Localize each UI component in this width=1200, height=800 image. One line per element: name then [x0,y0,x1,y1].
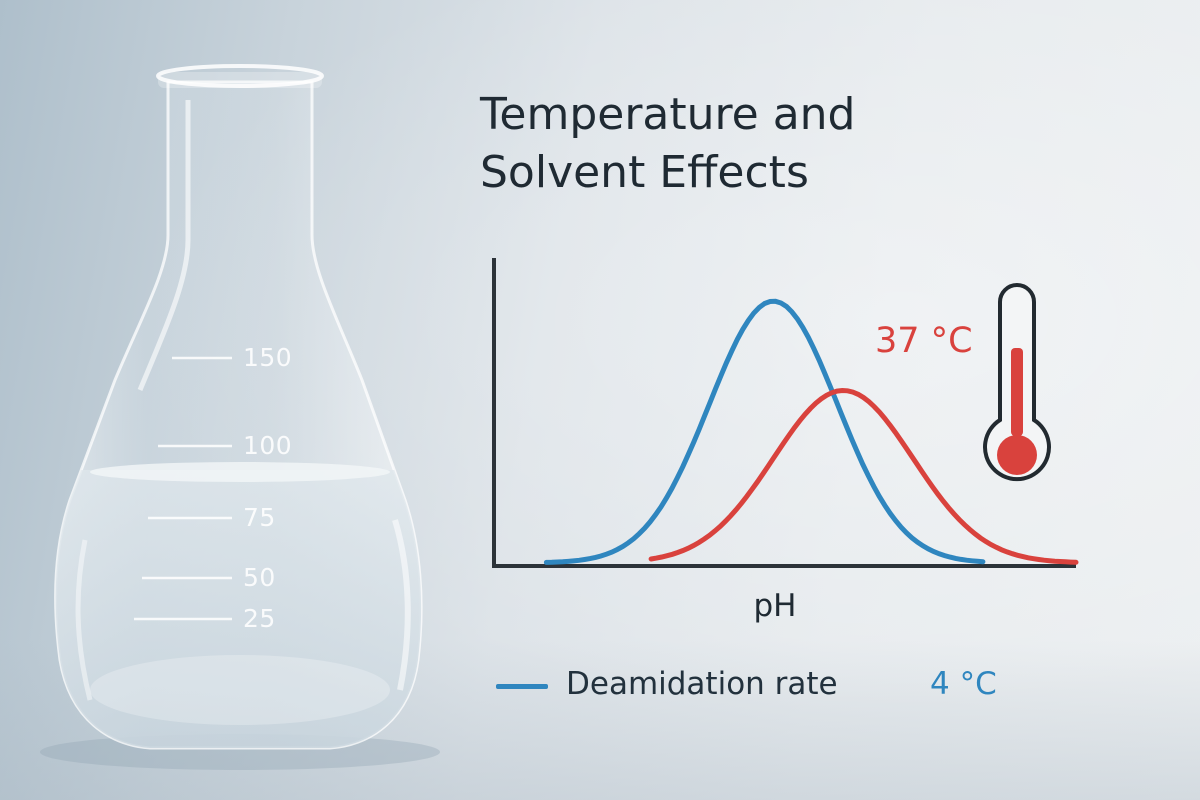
flask-mark-100: 100 [243,431,293,460]
flask-mark-50: 50 [243,563,276,592]
x-axis-label: pH [754,588,797,624]
legend-label: Deamidation rate [566,666,838,702]
flask-mark-75: 75 [243,503,276,532]
series-line-cold [543,298,986,565]
legend-swatch-cold [496,684,548,689]
title-line-2: Solvent Effects [480,147,809,198]
erlenmeyer-flask: 150 100 75 50 25 [0,0,470,800]
thermometer-icon [983,283,1051,482]
flask-icon [40,64,440,770]
flask-mark-150: 150 [243,343,293,372]
series-line-warm [648,387,1079,565]
page-title: Temperature and Solvent Effects [480,86,1040,202]
title-line-1: Temperature and [480,89,856,140]
legend-temp-4c: 4 °C [930,666,997,702]
deamidation-chart: 37 °C pH [492,258,1079,624]
flask-mark-25: 25 [243,604,276,633]
series-label-37c: 37 °C [875,321,973,361]
